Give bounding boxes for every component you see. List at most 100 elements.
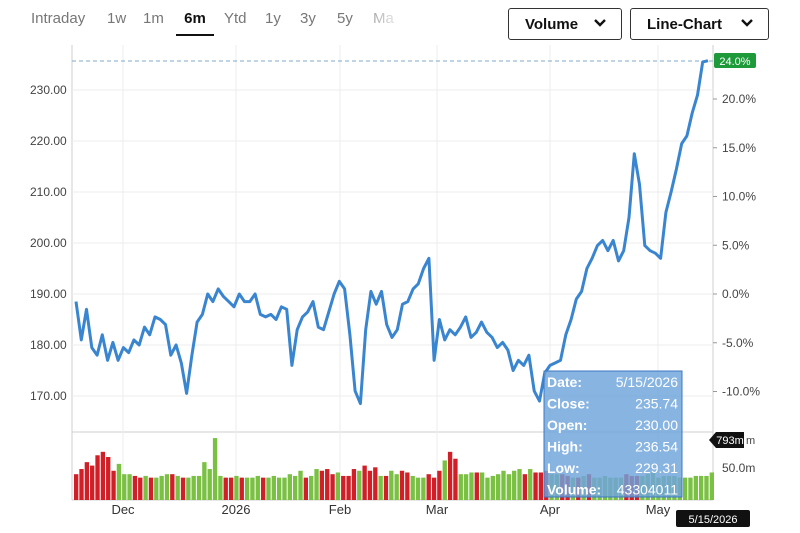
volume-bar — [495, 474, 501, 500]
volume-bar — [260, 477, 266, 500]
x-tick-label: 2026 — [222, 502, 251, 517]
volume-bar — [330, 474, 335, 500]
date-badge-text: 5/15/2026 — [689, 514, 738, 526]
volume-bar — [517, 469, 522, 500]
tooltip-value: 236.54 — [635, 439, 678, 455]
tooltip-label: Close: — [547, 396, 590, 412]
volume-bar — [191, 475, 196, 500]
x-tick-label: Apr — [540, 502, 561, 517]
volume-bar — [293, 475, 298, 500]
volume-bar — [180, 477, 186, 500]
tab-intraday[interactable]: Intraday — [31, 10, 86, 27]
volume-bar — [437, 470, 442, 500]
volume-bar — [341, 475, 346, 500]
price-tick-label: 170.00 — [30, 389, 67, 403]
volume-bar — [127, 474, 132, 500]
volume-bar — [378, 475, 383, 500]
tooltip-value: 235.74 — [635, 396, 678, 412]
price-tick-label: 180.00 — [30, 338, 67, 352]
volume-bar — [415, 477, 421, 500]
volume-bar — [303, 477, 309, 500]
chart-type-dropdown-label: Line-Chart — [647, 15, 722, 33]
volume-bar — [709, 472, 714, 500]
volume-badge — [709, 432, 744, 448]
volume-bar — [95, 455, 100, 500]
volume-bar — [170, 474, 175, 500]
volume-bar — [698, 475, 704, 500]
volume-bar — [79, 469, 84, 500]
volume-bar — [271, 475, 276, 500]
volume-bar — [106, 457, 111, 500]
volume-bar — [346, 475, 351, 500]
volume-bar — [688, 477, 693, 500]
tab-5y[interactable]: 5y — [337, 10, 353, 27]
volume-bar — [469, 472, 474, 500]
period-tabs: Intraday 1w 1m 6m Ytd 1y 3y 5y Ma — [0, 0, 400, 40]
volume-bar — [239, 477, 244, 500]
volume-bar — [244, 477, 250, 500]
volume-bar — [373, 467, 378, 500]
tab-1w[interactable]: 1w — [107, 10, 127, 27]
tab-1m[interactable]: 1m — [143, 10, 164, 27]
volume-dropdown-label: Volume — [525, 15, 579, 33]
volume-dropdown[interactable]: Volume — [508, 8, 622, 40]
volume-bar — [479, 472, 485, 500]
volume-bar — [453, 458, 458, 500]
tooltip-label: Open: — [547, 417, 587, 433]
price-line — [74, 59, 709, 406]
pct-tick-label: 20.0% — [722, 92, 756, 106]
volume-bar — [533, 472, 538, 500]
volume-bar — [287, 474, 293, 500]
volume-bar — [447, 451, 453, 500]
volume-bar — [693, 475, 698, 500]
volume-bar — [266, 477, 271, 500]
tab-1y[interactable]: 1y — [265, 10, 281, 27]
pct-tick-label: 10.0% — [722, 190, 756, 204]
volume-bar — [154, 477, 159, 500]
x-tick-label: Mar — [426, 502, 449, 517]
volume-bar — [218, 475, 223, 500]
volume-bar — [335, 472, 341, 500]
volume-bar — [357, 470, 362, 500]
volume-bar — [442, 460, 447, 500]
tab-3y[interactable]: 3y — [300, 10, 316, 27]
volume-bar — [143, 475, 148, 500]
date-badge — [676, 510, 750, 527]
tooltip-label: Volume: — [547, 482, 601, 498]
volume-bar — [394, 474, 399, 500]
volume-bar — [485, 477, 490, 500]
volume-bar — [276, 477, 282, 500]
pct-tick-label: 15.0% — [722, 141, 756, 155]
volume-bar — [255, 475, 260, 500]
volume-bar — [410, 475, 415, 500]
x-tick-label: May — [646, 502, 671, 517]
tab-6m[interactable]: 6m — [176, 10, 214, 36]
volume-bar — [528, 469, 533, 500]
volume-bar — [90, 465, 95, 500]
tooltip-value: 43304011 — [617, 482, 678, 498]
volume-bar — [405, 472, 410, 500]
volume-badge-text: 793m — [716, 435, 744, 447]
volume-bar — [228, 477, 234, 500]
volume-bar — [202, 462, 207, 500]
volume-badge-suffix: m — [746, 435, 755, 447]
volume-bar — [389, 470, 394, 500]
price-tick-label: 210.00 — [30, 185, 67, 199]
price-tick-label: 200.00 — [30, 236, 67, 250]
volume-bar — [506, 474, 512, 500]
pct-tick-label: -10.0% — [722, 385, 760, 399]
tab-ytd[interactable]: Ytd — [224, 10, 247, 27]
volume-bar — [282, 477, 287, 500]
volume-bar — [474, 472, 479, 500]
volume-bar — [207, 469, 212, 500]
volume-bar — [212, 438, 218, 500]
volume-bar — [383, 475, 389, 500]
x-tick-label: Dec — [111, 502, 135, 517]
volume-bar — [234, 475, 239, 500]
chart-type-dropdown[interactable]: Line-Chart — [630, 8, 769, 40]
tooltip-label: Low: — [547, 460, 580, 476]
tooltip-box — [543, 370, 683, 498]
volume-bar — [522, 474, 528, 500]
volume-bar — [159, 475, 164, 500]
